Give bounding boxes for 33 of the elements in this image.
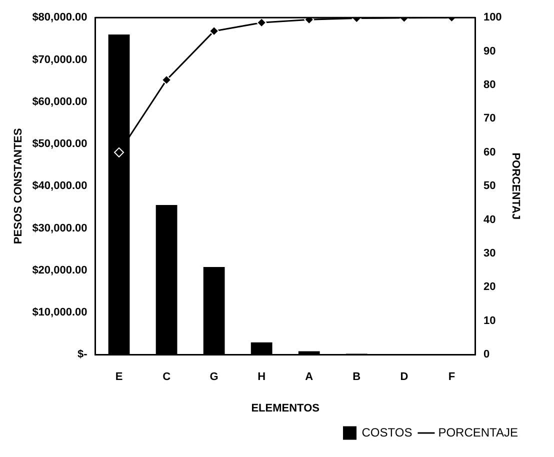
y-tick-label: $30,000.00 — [32, 222, 88, 234]
x-tick-label: B — [352, 371, 361, 384]
x-tick-label: A — [305, 371, 314, 384]
y-tick-label: $40,000.00 — [32, 180, 88, 192]
y2-tick-label: 50 — [483, 180, 496, 192]
y2-tick-label: 70 — [483, 112, 496, 125]
y-tick-label: $20,000.00 — [32, 264, 88, 276]
x-tick-label: C — [162, 371, 171, 384]
x-tick-label: D — [400, 371, 408, 384]
y2-tick-label: 0 — [483, 348, 490, 361]
x-tick-label: E — [115, 371, 123, 384]
y2-tick-label: 90 — [483, 45, 496, 58]
x-tick-label: H — [258, 371, 266, 384]
x-tick-label: F — [448, 371, 456, 384]
legend-label: COSTOS — [362, 425, 412, 440]
y2-tick-label: 20 — [483, 281, 496, 294]
y2-tick-label: 10 — [483, 314, 496, 327]
y2-tick-label: 100 — [483, 12, 502, 24]
y-axis-title: PESOS CONSTANTES — [12, 128, 25, 244]
y2-tick-label: 40 — [483, 214, 496, 226]
legend-label: PORCENTAJE — [438, 425, 518, 440]
y-tick-label: $- — [77, 348, 88, 361]
x-tick-label: G — [210, 371, 218, 384]
y-tick-label: $80,000.00 — [32, 12, 88, 24]
y2-tick-label: 30 — [483, 248, 496, 260]
y-tick-label: $70,000.00 — [32, 54, 88, 66]
y-tick-label: $50,000.00 — [32, 138, 88, 150]
y-tick-label: $60,000.00 — [32, 96, 88, 108]
y2-tick-label: 80 — [483, 79, 496, 92]
y2-tick-label: 60 — [483, 146, 496, 158]
y2-axis-title: PORCENTAJ — [509, 152, 522, 220]
x-axis-title: ELEMENTOS — [251, 402, 320, 414]
y-tick-label: $10,000.00 — [32, 306, 88, 319]
